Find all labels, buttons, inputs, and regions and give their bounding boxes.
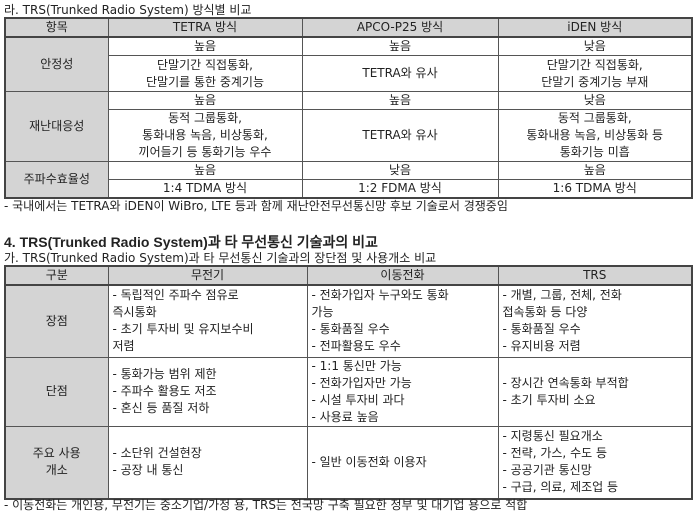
- section-4-title: 4. TRS(Trunked Radio System)과 타 무선통신 기술과…: [4, 234, 378, 250]
- table-row: 주파수효율성 높음 낮음 높음: [4, 161, 693, 199]
- table-row: 1:4 TDMA 방식 1:2 FDMA 방식 1:6 TDMA 방식: [5, 179, 693, 199]
- row-label: 재난대응성: [4, 91, 109, 162]
- table-cell: - 통화가능 범위 제한 - 주파수 활용도 저조 - 혼신 등 품질 저하: [107, 356, 308, 427]
- header-cell: 구분: [4, 265, 109, 286]
- level-cell: 높음: [301, 36, 499, 56]
- detail-cell: 동적 그룹통화, 통화내용 녹음, 비상통화 등 통화기능 미흡: [497, 109, 693, 162]
- table-cell: - 1:1 통신만 가능 - 전화가입자만 가능 - 시설 투자비 과다 - 사…: [306, 356, 499, 427]
- section-4-subtitle: 가. TRS(Trunked Radio System)과 타 무선통신 기술과…: [4, 251, 437, 265]
- table-cell: - 소단위 건설현장 - 공장 내 통신: [107, 425, 308, 500]
- detail-cell: 단말기간 직접통화, 단말기를 통한 중계기능: [107, 55, 303, 92]
- detail-cell: 동적 그룹통화, 통화내용 녹음, 비상통화, 끼어들기 등 통화기능 우수: [107, 109, 303, 162]
- row-label: 주파수효율성: [4, 161, 109, 199]
- header-cell: 무전기: [107, 265, 308, 286]
- header-cell: APCO-P25 방식: [301, 17, 499, 38]
- table-row: 재난대응성 높음 높음 낮음: [4, 91, 693, 162]
- level-cell: 낮음: [497, 36, 693, 56]
- table-row: 동적 그룹통화, 통화내용 녹음, 비상통화, 끼어들기 등 통화기능 우수 TE…: [5, 109, 693, 162]
- trs-method-comparison-table: 항목 TETRA 방식 APCO-P25 방식 iDEN 방식 안정성 높음 높음 낮…: [4, 17, 693, 199]
- row-label: 안정성: [4, 36, 109, 92]
- section-ra-title: 라. TRS(Trunked Radio System) 방식별 비교: [4, 3, 252, 17]
- header-cell: iDEN 방식: [497, 17, 693, 38]
- table-cell: - 일반 이동전화 이용자: [306, 425, 499, 500]
- level-cell: 낮음: [497, 91, 693, 110]
- table-cell: - 전화가입자 누구와도 통화 가능 - 통화품질 우수 - 전파활용도 우수: [306, 284, 499, 358]
- header-cell: 이동전화: [306, 265, 499, 286]
- trs-vs-wireless-table: 구분 무전기 이동전화 TRS 장점 - 독립적인 주파수 점유로 즉시통화 - …: [4, 265, 693, 500]
- header-cell: TRS: [497, 265, 693, 286]
- level-cell: 높음: [107, 36, 303, 56]
- detail-cell: 1:2 FDMA 방식: [301, 179, 499, 199]
- header-cell: TETRA 방식: [107, 17, 303, 38]
- table-row: 단점 - 통화가능 범위 제한 - 주파수 활용도 저조 - 혼신 등 품질 저하…: [4, 356, 693, 427]
- detail-cell: 단말기간 직접통화, 단말기 중계기능 부재: [497, 55, 693, 92]
- table-row: 주요 사용 개소 - 소단위 건설현장 - 공장 내 통신 - 일반 이동전화 이용…: [4, 425, 693, 500]
- table-cell: - 장시간 연속통화 부적합 - 초기 투자비 소요: [497, 356, 693, 427]
- detail-cell: TETRA와 유사: [301, 55, 499, 92]
- table-row: 단말기간 직접통화, 단말기를 통한 중계기능 TETRA와 유사 단말기간 직접통…: [5, 55, 693, 92]
- section-4-note: - 이동전화는 개인용, 무전기는 중소기업/가정 용, TRS는 전국망 구축…: [4, 498, 528, 512]
- level-cell: 낮음: [301, 161, 499, 180]
- row-label: 주요 사용 개소: [4, 425, 109, 500]
- table-row: 안정성 높음 높음 낮음: [4, 36, 693, 92]
- table-row: 장점 - 독립적인 주파수 점유로 즉시통화 - 초기 투자비 및 유지보수비 저…: [4, 284, 693, 358]
- row-label: 단점: [4, 356, 109, 427]
- level-cell: 높음: [107, 91, 303, 110]
- table-cell: - 독립적인 주파수 점유로 즉시통화 - 초기 투자비 및 유지보수비 저렴: [107, 284, 308, 358]
- detail-cell: 1:4 TDMA 방식: [107, 179, 303, 199]
- level-cell: 높음: [107, 161, 303, 180]
- table-cell: - 지령통신 필요개소 - 전략, 가스, 수도 등 - 공공기관 통신망 - …: [497, 425, 693, 500]
- level-cell: 높음: [301, 91, 499, 110]
- table-cell: - 개별, 그룹, 전체, 전화 접속통화 등 다양 - 통화품질 우수 - 유…: [497, 284, 693, 358]
- detail-cell: 1:6 TDMA 방식: [497, 179, 693, 199]
- level-cell: 높음: [497, 161, 693, 180]
- row-label: 장점: [4, 284, 109, 358]
- header-cell: 항목: [4, 17, 109, 38]
- section-ra-note: - 국내에서는 TETRA와 iDEN이 WiBro, LTE 등과 함께 재난…: [4, 199, 508, 213]
- detail-cell: TETRA와 유사: [301, 109, 499, 162]
